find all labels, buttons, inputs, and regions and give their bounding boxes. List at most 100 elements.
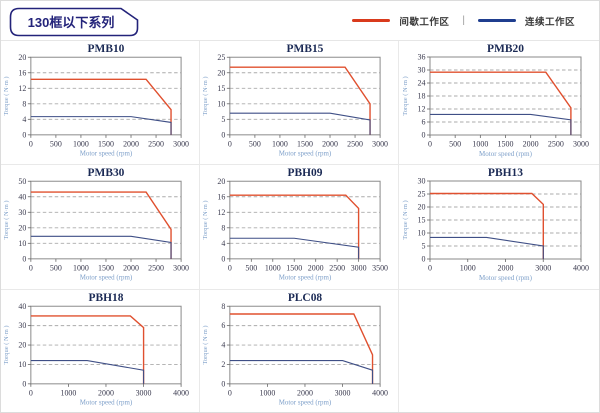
svg-text:1000: 1000 — [265, 263, 281, 272]
svg-text:40: 40 — [18, 301, 26, 310]
svg-text:20: 20 — [18, 52, 26, 61]
chart-panel-plc08: 0 2 4 6 8 0 1000 2000 3000 4000 Motor speed (rpm) T… — [200, 290, 399, 412]
axes: 0 5 10 15 20 25 30 0 1000 2000 3000 4000 — [417, 177, 589, 273]
x-axis-label: Motor speed (rpm) — [80, 274, 133, 282]
svg-text:0: 0 — [421, 130, 425, 139]
svg-text:0: 0 — [221, 130, 225, 139]
svg-text:50: 50 — [18, 177, 26, 186]
svg-text:1000: 1000 — [472, 139, 488, 148]
chart-title: PLC08 — [288, 292, 323, 304]
svg-text:2500: 2500 — [148, 263, 164, 272]
svg-text:25: 25 — [417, 190, 425, 199]
svg-text:5: 5 — [221, 114, 225, 123]
svg-text:2500: 2500 — [547, 139, 563, 148]
chart-pbh13: 0 5 10 15 20 25 30 0 1000 2000 3000 4000 Motor speed… — [402, 167, 589, 282]
svg-text:4: 4 — [22, 114, 26, 123]
working-zone-legend: 间歇工作区 | 连续工作区 — [352, 14, 575, 28]
svg-text:3000: 3000 — [351, 263, 367, 272]
chart-pmb10: 0 4 8 12 16 20 0 500 1000 1500 2000 2500 3000 Motor s… — [3, 43, 189, 157]
intermittent-zone-curve — [429, 192, 544, 259]
svg-text:8: 8 — [22, 99, 26, 108]
svg-text:0: 0 — [221, 379, 225, 388]
svg-text:2000: 2000 — [98, 388, 114, 397]
axes: 0 4 8 12 16 20 0 500 1000 1500 2000 2500 3000 3500 — [217, 177, 388, 272]
svg-text:2500: 2500 — [148, 139, 164, 148]
series-badge-shape: 130框以下系列 — [9, 7, 139, 36]
svg-text:2000: 2000 — [123, 139, 139, 148]
y-axis-label: Torque ( N·m ) — [3, 325, 10, 364]
svg-text:0: 0 — [428, 139, 432, 148]
chart-panel-pmb30: 0 10 20 30 40 50 0 500 1000 1500 2000 2500 3000 Motor… — [1, 165, 200, 290]
chart-title: PBH09 — [287, 167, 322, 179]
svg-text:12: 12 — [417, 104, 425, 113]
svg-text:1500: 1500 — [297, 139, 313, 148]
svg-text:3500: 3500 — [372, 263, 388, 272]
gridlines — [30, 324, 182, 365]
gridlines — [229, 71, 381, 120]
svg-text:1500: 1500 — [497, 139, 513, 148]
svg-text:0: 0 — [428, 264, 432, 273]
svg-text:3000: 3000 — [335, 388, 351, 397]
chart-panel-pbh13: 0 5 10 15 20 25 30 0 1000 2000 3000 4000 Motor speed… — [399, 165, 599, 290]
svg-text:10: 10 — [18, 360, 26, 369]
svg-text:24: 24 — [417, 78, 425, 87]
gridlines — [229, 324, 381, 365]
y-axis-label: Torque ( N·m ) — [3, 76, 10, 115]
svg-text:3000: 3000 — [573, 139, 589, 148]
intermittent-zone-line-icon — [352, 19, 391, 22]
svg-text:2000: 2000 — [497, 264, 513, 273]
svg-text:0: 0 — [22, 379, 26, 388]
svg-text:20: 20 — [217, 177, 225, 186]
chart-panel-pbh18: 0 10 20 30 40 0 1000 2000 3000 4000 Motor speed (r… — [1, 290, 200, 412]
y-axis-label: Torque ( N·m ) — [3, 200, 10, 239]
svg-text:15: 15 — [417, 216, 425, 225]
svg-text:30: 30 — [18, 208, 26, 217]
chart-panel-pmb10: 0 4 8 12 16 20 0 500 1000 1500 2000 2500 3000 Motor s… — [1, 41, 200, 165]
svg-text:12: 12 — [18, 83, 26, 92]
svg-text:0: 0 — [228, 263, 232, 272]
svg-text:500: 500 — [245, 263, 257, 272]
svg-text:4: 4 — [221, 239, 225, 248]
svg-text:8: 8 — [221, 301, 225, 310]
axes: 0 6 12 18 24 30 36 0 500 1000 1500 2000 2500 3000 — [417, 52, 589, 148]
svg-text:20: 20 — [217, 68, 225, 77]
svg-text:1000: 1000 — [60, 388, 76, 397]
svg-text:500: 500 — [449, 139, 461, 148]
svg-text:4000: 4000 — [372, 388, 388, 397]
plot-frame — [30, 180, 182, 260]
continuous-zone-curve — [229, 112, 371, 135]
continuous-zone-curve — [229, 237, 360, 259]
svg-text:0: 0 — [228, 388, 232, 397]
intermittent-zone-curve — [229, 65, 371, 135]
svg-text:20: 20 — [18, 340, 26, 349]
svg-text:0: 0 — [421, 255, 425, 264]
axes: 0 2 4 6 8 0 1000 2000 3000 4000 — [221, 301, 388, 396]
svg-text:500: 500 — [249, 139, 261, 148]
svg-text:2000: 2000 — [322, 139, 338, 148]
svg-text:6: 6 — [221, 321, 225, 330]
svg-text:2000: 2000 — [308, 263, 324, 272]
legend-separator: | — [462, 15, 465, 26]
svg-text:2: 2 — [221, 360, 225, 369]
intermittent-zone-label: 间歇工作区 — [399, 16, 450, 28]
plot-frame — [229, 56, 381, 135]
x-axis-label: Motor speed (rpm) — [279, 149, 332, 157]
svg-text:10: 10 — [18, 239, 26, 248]
svg-text:18: 18 — [417, 91, 425, 100]
svg-text:3000: 3000 — [372, 139, 388, 148]
intermittent-zone-curve — [429, 71, 572, 135]
y-axis-label: Torque ( N·m ) — [402, 76, 409, 115]
svg-text:10: 10 — [417, 229, 425, 238]
svg-text:16: 16 — [18, 68, 26, 77]
svg-text:2000: 2000 — [297, 388, 313, 397]
chart-title: PBH18 — [88, 292, 123, 304]
plot-frame — [30, 56, 182, 135]
chart-grid: 0 4 8 12 16 20 0 500 1000 1500 2000 2500 3000 Motor s… — [1, 41, 599, 412]
svg-text:2000: 2000 — [123, 263, 139, 272]
svg-text:1000: 1000 — [272, 139, 288, 148]
svg-text:0: 0 — [22, 254, 26, 263]
y-axis-label: Torque ( N·m ) — [202, 200, 209, 239]
x-axis-label: Motor speed (rpm) — [80, 398, 133, 406]
